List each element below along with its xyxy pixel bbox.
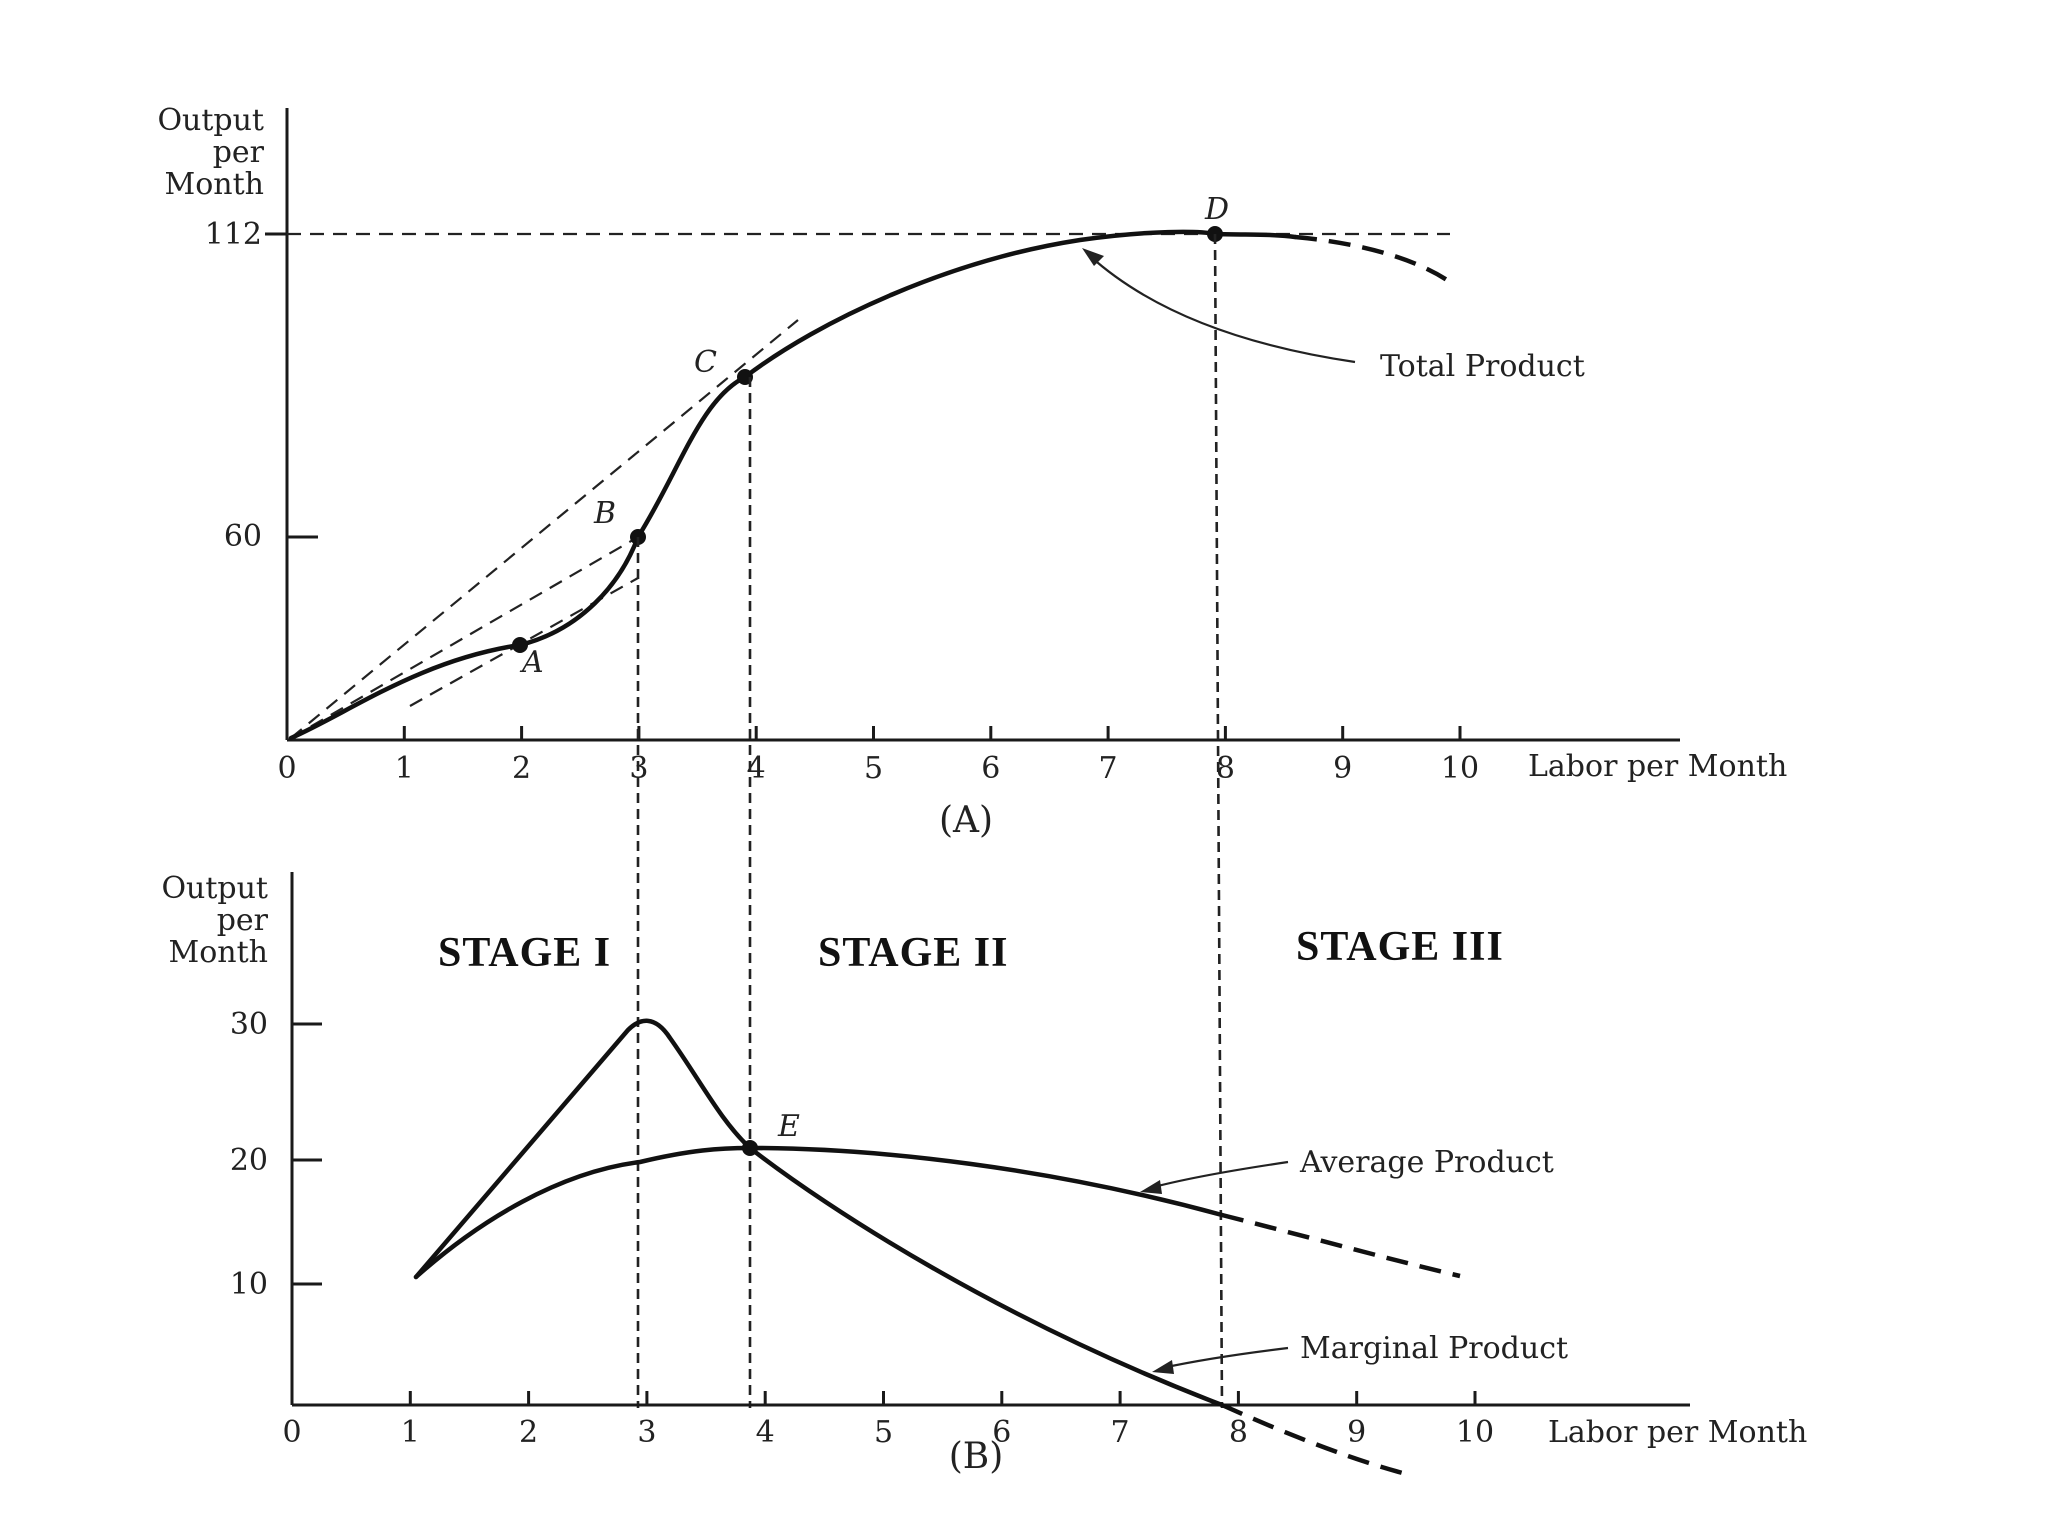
panel-a-y-tick-label-60: 60 [224,519,262,554]
panel-a-total-product-curve [288,229,1298,741]
panel-a-total-product-dashed [1294,234,1452,284]
panel-b-xlabel: Labor per Month [1548,1415,1807,1450]
panel-a-point-b-label: B [593,496,616,531]
panel-a-ylabel-line1: Output [157,103,264,138]
stage-iii-label: STAGE III [1296,924,1504,970]
panel-b-caption: (B) [949,1436,1004,1477]
panel-b-average-marginal-chart: Output per Month 30 20 10 0 1 2 3 4 5 6 7 8 9 10 L… [161,871,1807,1478]
panel-b-marginal-product-arrowhead [1152,1360,1174,1374]
panel-b-y-tick-label-20: 20 [230,1143,268,1178]
panel-a-x-tick-label-0: 0 [277,751,296,786]
panel-b-marginal-product-arrow [1161,1346,1289,1370]
panel-b-x-tick-label-0: 0 [282,1415,301,1450]
panel-b-average-product-label: Average Product [1299,1145,1554,1180]
panel-a-point-a-label: A [519,645,544,680]
panel-a-x-tick-label-10: 10 [1441,751,1479,786]
panel-a-point-c-label: C [694,345,717,380]
panel-b-point-e-label: E [777,1109,800,1144]
panel-b-x-tick-label-10: 10 [1456,1415,1494,1450]
panel-b-x-tick-label-3: 3 [637,1415,656,1450]
panel-a-x-tick-label-7: 7 [1099,751,1118,786]
panel-b-x-tick-label-1: 1 [401,1415,420,1450]
panel-a-ray-b [290,536,639,739]
panel-b-ylabel-line3: Month [169,935,268,970]
panel-a-y-tick-label-112: 112 [205,217,262,252]
panel-b-marginal-product-curve [413,1018,1225,1408]
panel-b-x-tick-label-8: 8 [1229,1415,1248,1450]
panel-b-x-tick-label-4: 4 [756,1415,775,1450]
panel-a-ylabel-line2: per [213,135,265,170]
panel-b-x-tick-label-6: 6 [992,1415,1011,1450]
panel-a-x-tick-label-5: 5 [864,751,883,786]
panel-a-tangent-ray-c [290,319,799,739]
panel-b-y-tick-label-30: 30 [230,1007,268,1042]
panel-b-average-product-arrowhead [1140,1180,1162,1194]
panel-b-x-tick-label-7: 7 [1111,1415,1130,1450]
panel-a-ylabel-line3: Month [165,167,264,202]
panel-a-x-tick-label-1: 1 [395,751,414,786]
panel-a-caption: (A) [939,800,993,841]
panel-a-point-d-label: D [1204,192,1229,227]
panel-b-average-product-curve [413,1145,1225,1280]
panel-a-x-tick-label-6: 6 [981,751,1000,786]
panel-a-x-tick-label-9: 9 [1333,751,1352,786]
panel-b-ylabel-line2: per [217,903,269,938]
panel-b-point-e [742,1140,758,1156]
panel-a-x-tick-label-4: 4 [747,751,766,786]
panel-a-x-tick-label-8: 8 [1216,751,1235,786]
panel-b-x-tick-label-5: 5 [874,1415,893,1450]
panel-a-x-ticks: 0 1 2 3 4 5 6 7 8 9 10 [277,726,1479,786]
panel-a-total-product-label: Total Product [1380,349,1585,384]
panel-b-average-product-arrow [1149,1160,1289,1190]
panel-a-point-a [512,637,528,653]
panel-b-x-ticks: 0 1 2 3 4 5 6 7 8 9 10 [282,1391,1494,1450]
panel-a-total-product-arrow [1089,255,1356,364]
panel-b-ylabel-line1: Output [161,871,268,906]
stage-i-label: STAGE I [438,930,611,976]
panel-b-x-tick-label-9: 9 [1347,1415,1366,1450]
panel-b-x-tick-label-2: 2 [519,1415,538,1450]
panel-a-x-tick-label-2: 2 [512,751,531,786]
panel-b-marginal-product-dashed [1221,1402,1411,1478]
panel-a-xlabel: Labor per Month [1528,749,1787,784]
panel-b-marginal-product-label: Marginal Product [1300,1331,1568,1366]
stage-ii-label: STAGE II [818,930,1008,976]
panel-a-total-product-arrowhead [1082,248,1104,266]
vline-labor-8 [1213,233,1224,1409]
panel-b-y-tick-label-10: 10 [230,1267,268,1302]
panel-b-average-product-dashed [1221,1212,1461,1279]
panel-a-total-product-chart: Output per Month 60 112 0 1 2 3 4 5 6 7 8 9 10 Lab… [157,103,1787,841]
